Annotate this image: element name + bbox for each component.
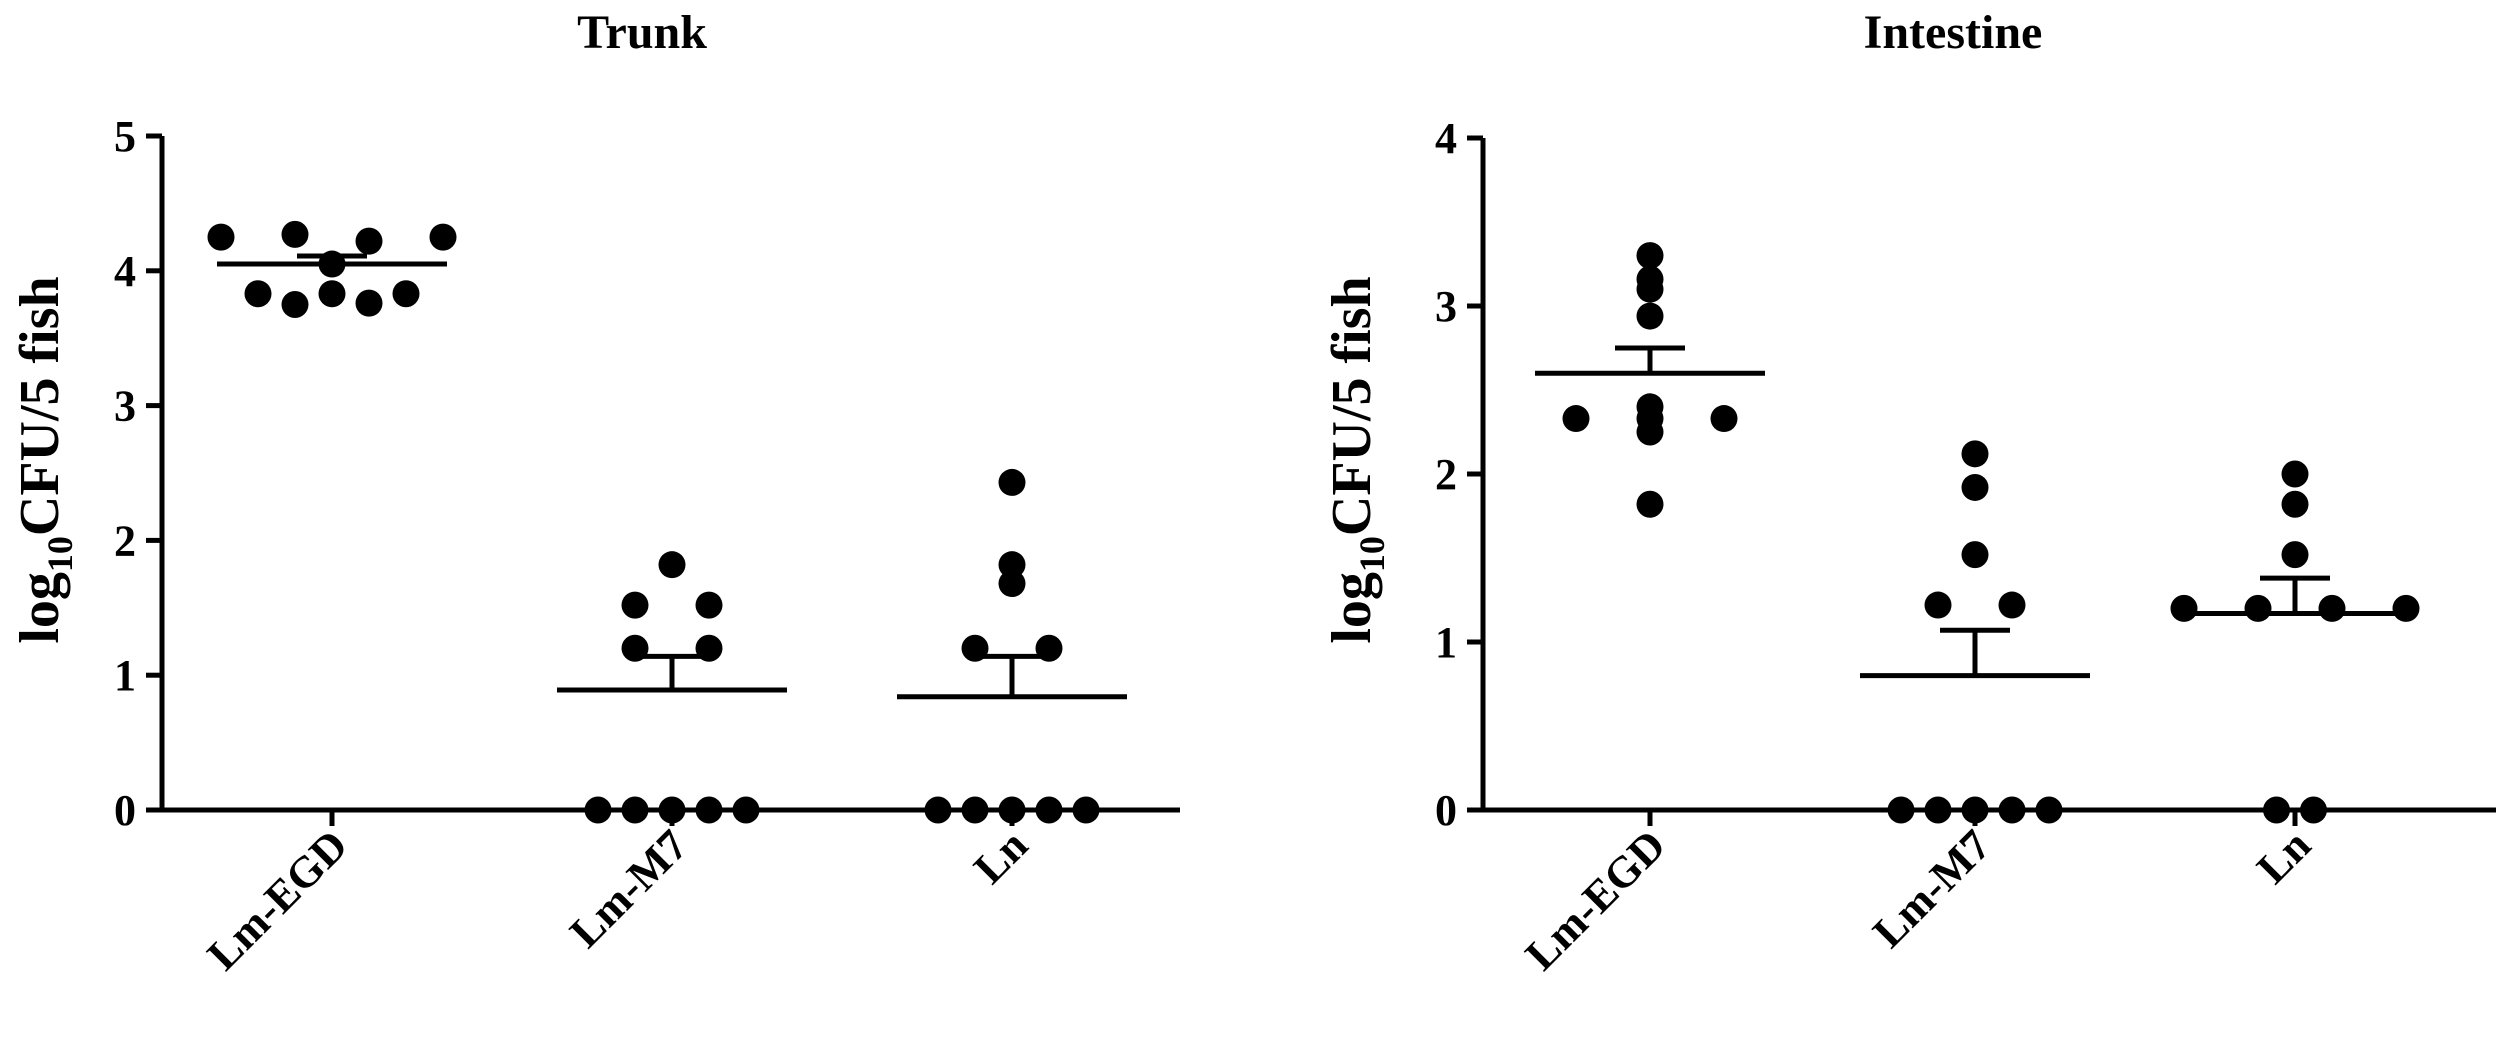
intestine-data-point: [1636, 490, 1664, 518]
trunk-panel: Trunk log10CFU/5 fish 0 1 2 3 4 5 Lm-EGD Lm-M7 L…: [9, 6, 1180, 980]
intestine-data-point: [2170, 594, 2198, 622]
trunk-data-point: [998, 551, 1026, 579]
trunk-x-tick-label: Lm-EGD: [198, 820, 357, 979]
trunk-data-point: [732, 796, 760, 824]
trunk-data-point: [1072, 796, 1100, 824]
trunk-data-point: [244, 280, 272, 308]
trunk-y-tick-label: 0: [114, 786, 136, 835]
intestine-data-point: [1998, 796, 2026, 824]
intestine-y-tick-label: 2: [1435, 450, 1457, 499]
intestine-data-point: [1636, 418, 1664, 446]
intestine-data-point: [2281, 541, 2309, 569]
trunk-y-tick-label: 1: [114, 651, 136, 700]
trunk-data-point: [998, 796, 1026, 824]
trunk-data-point: [355, 227, 383, 255]
intestine-data-point: [1636, 302, 1664, 330]
intestine-data-point: [1961, 440, 1989, 468]
intestine-data-point: [1961, 473, 1989, 501]
trunk-data-point: [318, 280, 346, 308]
intestine-data-point: [2035, 796, 2063, 824]
trunk-data-point: [429, 223, 457, 251]
trunk-data-point: [695, 591, 723, 619]
trunk-data-point: [1035, 796, 1063, 824]
trunk-title: Trunk: [577, 6, 707, 59]
trunk-y-tick-label: 5: [114, 112, 136, 161]
trunk-data-point: [621, 796, 649, 824]
intestine-data-point: [1887, 796, 1915, 824]
trunk-y-tick-label: 2: [114, 516, 136, 565]
trunk-data-point: [584, 796, 612, 824]
intestine-x-tick-label: Ln: [2247, 820, 2320, 893]
intestine-x-tick-label: Lm-M7: [1863, 820, 2000, 957]
trunk-data-point: [998, 468, 1026, 496]
intestine-data-point: [1924, 591, 1952, 619]
intestine-data-point: [1961, 541, 1989, 569]
intestine-data-point: [1961, 796, 1989, 824]
intestine-data-point: [1924, 796, 1952, 824]
trunk-y-tick-label: 4: [114, 247, 136, 296]
trunk-data-point: [207, 223, 235, 251]
trunk-axes: 0 1 2 3 4 5 Lm-EGD Lm-M7 Ln: [114, 112, 1180, 980]
intestine-data-point: [1636, 275, 1664, 303]
trunk-x-tick-label: Ln: [964, 820, 1037, 893]
trunk-data-point: [695, 796, 723, 824]
intestine-data-point: [2300, 796, 2327, 824]
intestine-x-tick-label: Lm-EGD: [1516, 820, 1675, 979]
trunk-data-point: [658, 796, 686, 824]
intestine-y-tick-label: 0: [1435, 786, 1457, 835]
trunk-data-point: [281, 291, 309, 318]
intestine-y-tick-label: 4: [1435, 114, 1457, 163]
intestine-y-tick-label: 3: [1435, 282, 1457, 331]
intestine-data-point: [2244, 594, 2272, 622]
intestine-data-point: [2281, 490, 2309, 518]
trunk-x-tick-label: Lm-M7: [560, 820, 697, 957]
intestine-title: Intestine: [1864, 6, 2043, 59]
intestine-data-point: [2263, 796, 2290, 824]
trunk-data-point: [924, 796, 952, 824]
intestine-data-point: [2392, 594, 2420, 622]
intestine-data-point: [1562, 405, 1590, 433]
intestine-data-point: [1710, 405, 1738, 433]
intestine-y-axis-label: log10CFU/5 fish: [1321, 276, 1392, 643]
trunk-y-tick-label: 3: [114, 382, 136, 431]
intestine-data-point: [1998, 591, 2026, 619]
intestine-data-point: [1636, 242, 1664, 270]
intestine-marks: [1535, 242, 2420, 824]
intestine-y-tick-label: 1: [1435, 618, 1457, 667]
trunk-marks: [207, 220, 1127, 824]
intestine-data-point: [1636, 393, 1664, 421]
trunk-data-point: [621, 591, 649, 619]
trunk-data-point: [392, 280, 420, 308]
trunk-data-point: [961, 796, 989, 824]
trunk-data-point: [658, 551, 686, 579]
intestine-data-point: [2281, 460, 2309, 488]
trunk-data-point: [998, 570, 1026, 598]
trunk-data-point: [355, 289, 383, 317]
intestine-panel: Intestine log10CFU/5 fish 0 1 2 3 4 Lm-EGD Lm-…: [1321, 6, 2496, 980]
trunk-data-point: [281, 220, 309, 248]
intestine-data-point: [2318, 594, 2346, 622]
trunk-y-axis-label: log10CFU/5 fish: [9, 276, 80, 643]
